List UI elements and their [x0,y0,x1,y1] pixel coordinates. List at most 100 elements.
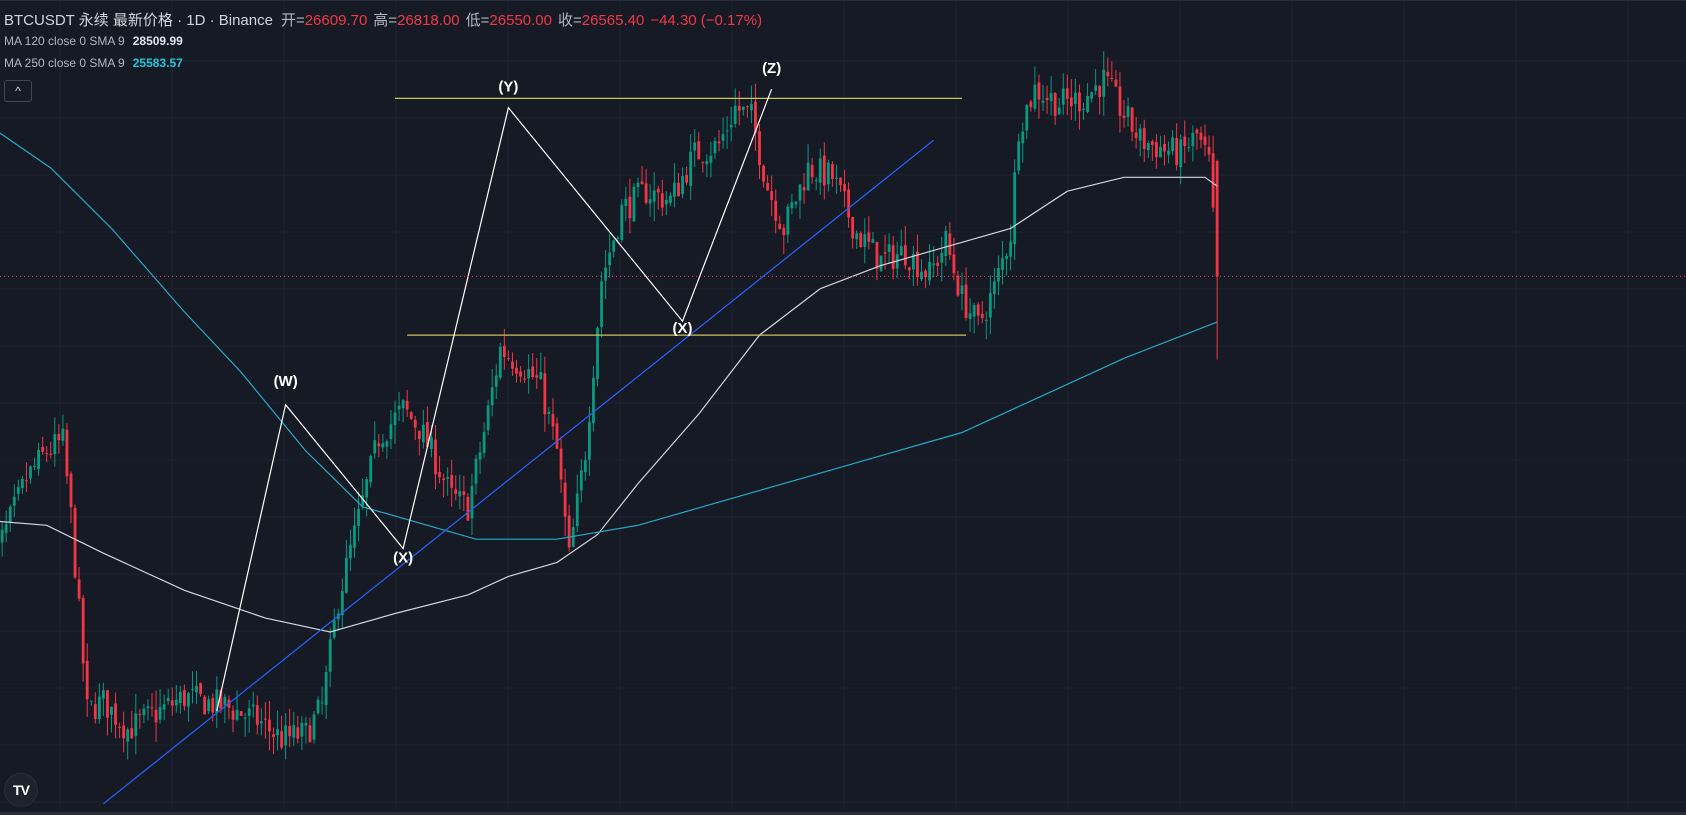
open-value: 26609.70 [304,11,368,29]
candle-body [195,685,198,693]
candle-body [891,245,895,270]
candle-body [677,182,680,197]
candle-body [207,699,211,712]
bottom-bar [0,812,1686,815]
candle-body [1203,136,1207,145]
candle-body [1061,88,1065,105]
candle-body [320,702,324,704]
candle-body [1159,146,1162,158]
ma250-label: MA 250 close 0 SMA 9 [4,56,125,70]
candle-body [1163,144,1166,152]
candle-body [1017,141,1021,171]
candle-body [1138,128,1142,141]
candle-body [887,244,891,252]
candle-body [839,177,842,186]
candle-body [1122,115,1126,119]
candle-body [300,722,304,737]
candle-body [944,230,948,257]
candle-body [997,267,1000,282]
candle-body [203,696,207,715]
candle-body [413,419,417,428]
candle-body [276,729,279,736]
candle-body [1082,108,1085,110]
candle-body [482,431,486,454]
candle-body [357,508,360,526]
candle-body [956,275,960,296]
candle-body [1187,147,1191,149]
candle-body [304,722,308,726]
candle-body [223,697,227,706]
tradingview-logo-icon[interactable]: TV [4,773,38,807]
candle-body [462,491,466,495]
candle-body [166,698,170,702]
candle-body [924,270,927,278]
candle-body [685,175,688,183]
candle-body [1033,84,1037,109]
candle-body [1207,146,1211,155]
candle-body [972,305,976,317]
candle-body [340,590,344,616]
candle-body [61,428,65,441]
candle-body [393,412,397,425]
wave-label: (X) [393,549,413,566]
candle-body [1155,142,1158,158]
close-label: 收= [557,11,582,29]
candle-body [1191,132,1195,147]
candle-body [247,708,251,716]
candle-body [134,713,138,736]
candle-body [782,227,786,236]
candle-body [243,717,247,719]
collapse-legend-button[interactable]: ^ [4,80,32,102]
candle-body [280,731,283,748]
candle-body [381,443,385,448]
elliott-wave-path [216,88,773,712]
candle-body [1175,138,1179,165]
candle-body [871,239,875,243]
ma120-legend-row[interactable]: MA 120 close 0 SMA 9 28509.99 [4,30,768,52]
candle-body [673,182,676,197]
candle-body [831,164,834,179]
candle-body [191,689,194,691]
candle-body [588,421,591,460]
candle-body [118,726,121,728]
ma250-legend-row[interactable]: MA 250 close 0 SMA 9 25583.57 [4,52,768,74]
candle-body [1199,132,1203,140]
candle-body [843,184,846,192]
candle-body [794,201,798,205]
candle-body [1065,88,1069,99]
candle-body [170,700,174,706]
candle-body [122,725,126,739]
candle-body [1029,101,1033,108]
candle-body [1134,132,1138,139]
candle-body [750,104,753,111]
wave-label: (X) [673,320,693,337]
candle-body [745,106,749,108]
candle-body [231,710,235,720]
candle-body [952,254,956,274]
change-value: −44.30 (−0.17%) [650,11,763,29]
candle-body [1183,136,1187,146]
candle-body [847,189,850,218]
candle-body [766,182,769,191]
candle-body [1118,86,1122,116]
candle-body [21,478,24,489]
wave-label: (W) [274,373,298,390]
candle-body [426,422,429,448]
candle-body [940,252,944,263]
candle-body [130,728,134,739]
candle-body [835,177,838,179]
symbol-ohlc-row: BTCUSDT 永续 最新价格 · 1D · Binance 开= 26609.7… [4,10,768,30]
candle-body [1110,77,1114,79]
candle-body [502,345,506,358]
candle-body [960,285,964,295]
candle-body [980,313,984,319]
symbol-title[interactable]: BTCUSDT 永续 最新价格 · 1D · Binance [4,11,273,29]
candle-body [110,706,113,715]
candle-body [600,281,603,327]
candle-body [421,424,425,443]
candle-body [1090,92,1093,99]
wave-label: (Z) [762,60,781,77]
candle-body [272,734,275,737]
